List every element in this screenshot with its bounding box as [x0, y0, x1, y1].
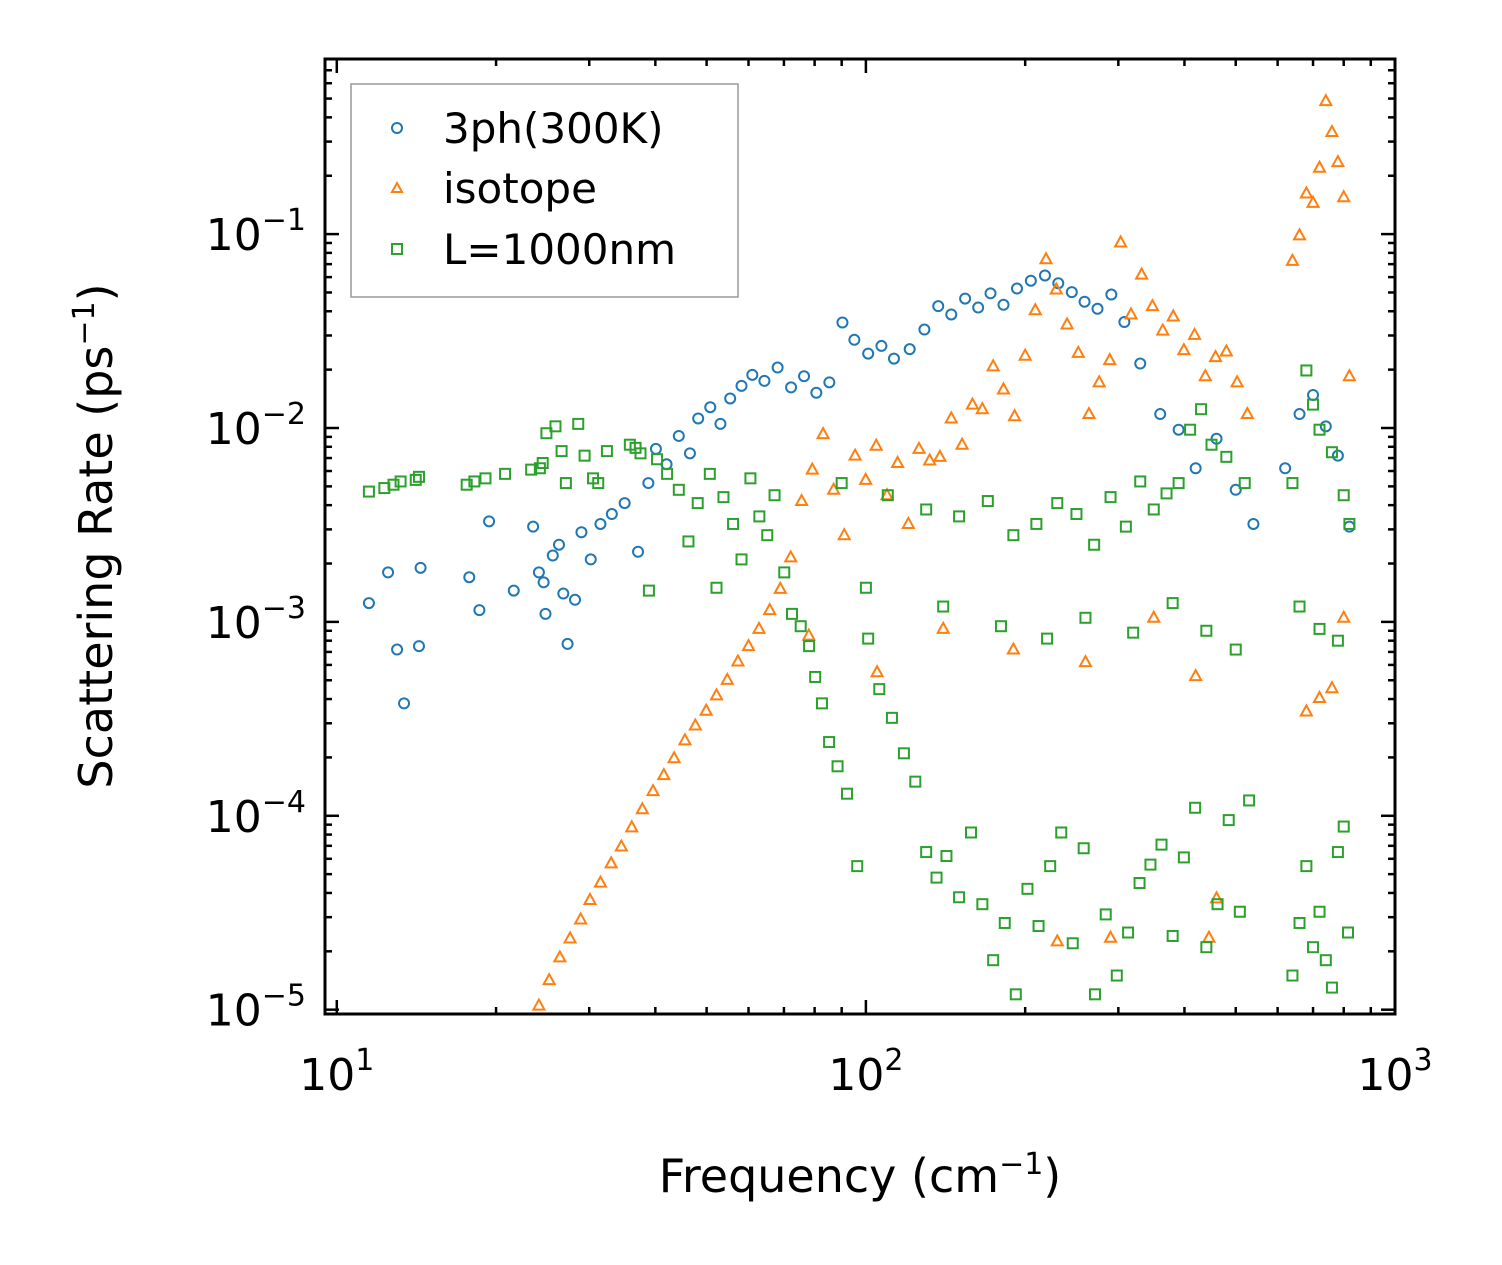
legend-label-3ph: 3ph(300K): [443, 104, 663, 153]
legend: 3ph(300K) isotope L=1000nm: [351, 84, 738, 297]
legend-label-isotope: isotope: [443, 164, 597, 213]
y-axis-label: Scattering Rate (ps−1): [67, 283, 123, 788]
legend-label-l1000nm: L=1000nm: [443, 225, 676, 274]
scattering-rate-chart: 101 102 10310−510−410−310−210−1 Frequency …: [0, 0, 1502, 1265]
